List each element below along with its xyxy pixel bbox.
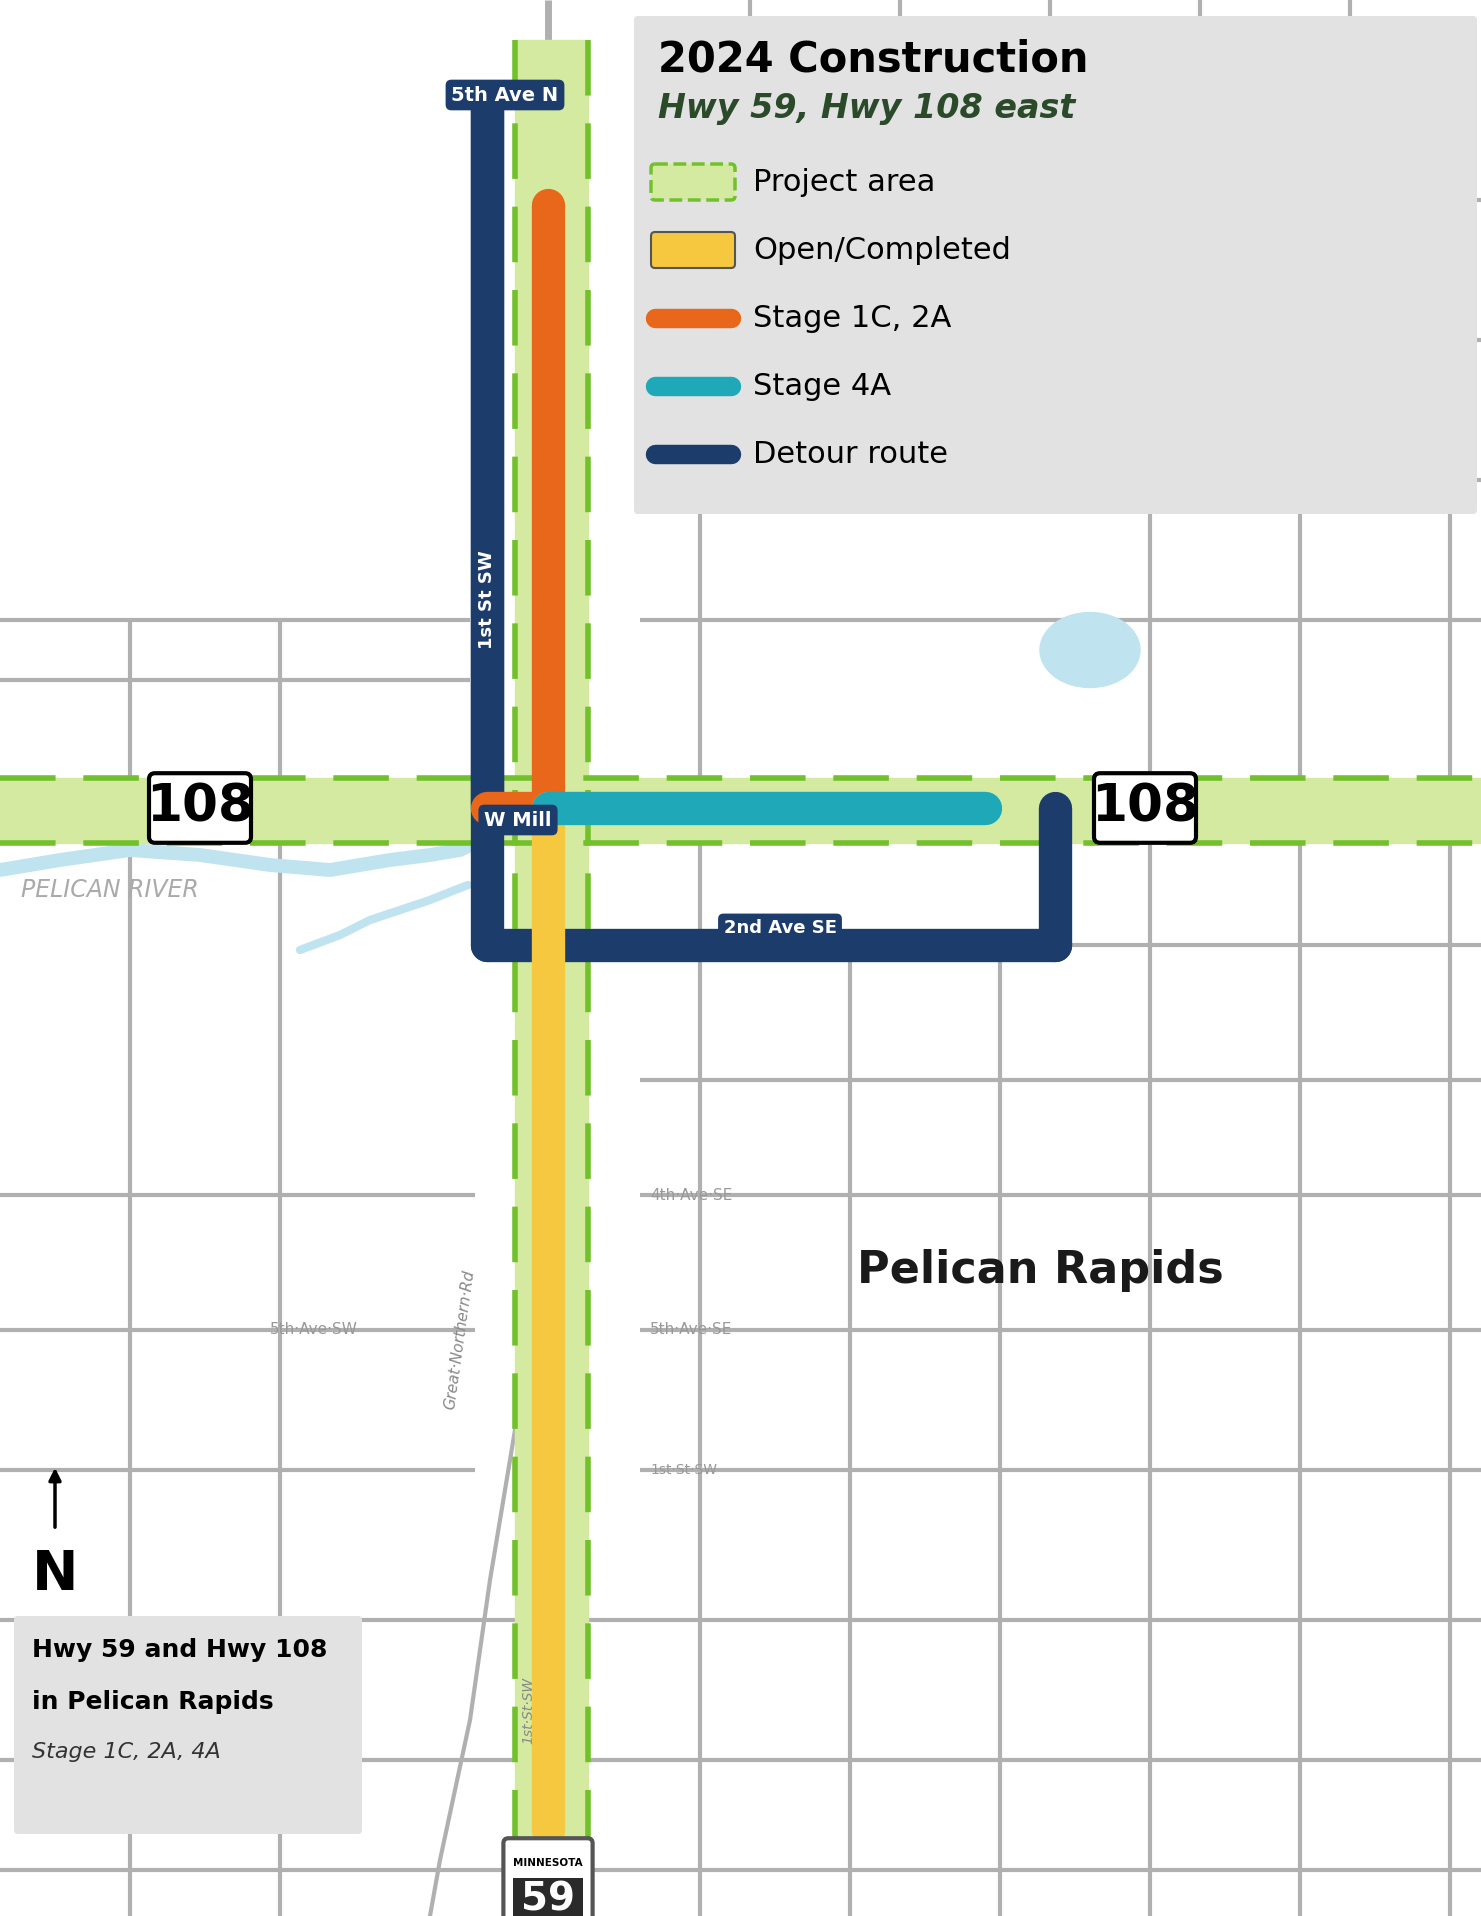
FancyBboxPatch shape [652, 232, 735, 268]
Text: 1st·St·SW: 1st·St·SW [521, 1676, 535, 1744]
Text: 108: 108 [147, 784, 253, 833]
FancyBboxPatch shape [150, 774, 250, 843]
Text: in Pelican Rapids: in Pelican Rapids [33, 1690, 274, 1715]
Text: 5th Ave N: 5th Ave N [452, 86, 558, 105]
Text: Project area: Project area [752, 167, 936, 197]
Text: Open/Completed: Open/Completed [752, 236, 1012, 264]
Text: 1st St SW: 1st St SW [478, 550, 496, 650]
Text: Detour route: Detour route [752, 439, 948, 469]
Text: N: N [31, 1548, 78, 1602]
Text: Stage 1C, 2A, 4A: Stage 1C, 2A, 4A [33, 1742, 221, 1763]
Text: 2024 Construction: 2024 Construction [658, 38, 1089, 80]
FancyBboxPatch shape [1094, 774, 1197, 843]
Text: 2nd Ave SE: 2nd Ave SE [724, 920, 837, 937]
Text: Hwy 59, Hwy 108 east: Hwy 59, Hwy 108 east [658, 92, 1075, 125]
Text: Stage 4A: Stage 4A [752, 372, 892, 400]
Bar [514, 1878, 582, 1916]
FancyBboxPatch shape [504, 1837, 592, 1916]
Text: Stage 1C, 2A: Stage 1C, 2A [752, 303, 951, 333]
Text: PELICAN RIVER: PELICAN RIVER [21, 878, 198, 902]
Text: Great·Northern·Rd: Great·Northern·Rd [443, 1268, 477, 1410]
Text: Hwy 59 and Hwy 108: Hwy 59 and Hwy 108 [33, 1638, 327, 1661]
Text: 59: 59 [521, 1880, 575, 1916]
Ellipse shape [1040, 613, 1140, 688]
FancyBboxPatch shape [13, 1615, 361, 1834]
Text: 1st·St·SW: 1st·St·SW [650, 1464, 717, 1477]
Text: W Mill: W Mill [484, 810, 552, 830]
Text: MINNESOTA: MINNESOTA [514, 1859, 584, 1868]
Text: 5th·Ave·SE: 5th·Ave·SE [650, 1322, 733, 1337]
FancyBboxPatch shape [634, 15, 1477, 513]
Text: 5th·Ave·SW: 5th·Ave·SW [270, 1322, 358, 1337]
FancyBboxPatch shape [652, 165, 735, 199]
Text: 108: 108 [1091, 784, 1200, 833]
Text: 4th·Ave·SE: 4th·Ave·SE [650, 1188, 733, 1203]
Text: Pelican Rapids: Pelican Rapids [856, 1249, 1223, 1291]
